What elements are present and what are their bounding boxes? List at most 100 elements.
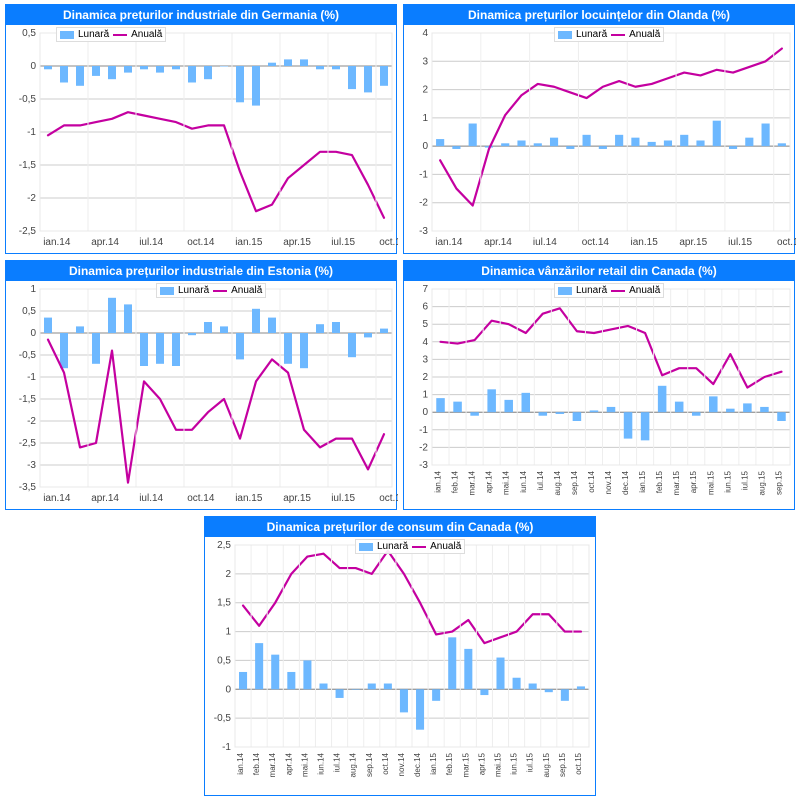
- legend: LunarăAnuală: [554, 27, 664, 42]
- svg-text:mar.14: mar.14: [468, 470, 477, 495]
- svg-text:iul.14: iul.14: [536, 470, 545, 490]
- svg-text:aug.14: aug.14: [553, 470, 562, 495]
- svg-text:4: 4: [422, 337, 428, 348]
- chart-c4: Dinamica vânzărilor retail din Canada (%…: [403, 260, 795, 510]
- legend-label-monthly: Lunară: [377, 541, 408, 552]
- svg-text:3: 3: [422, 354, 428, 365]
- svg-text:-2: -2: [27, 416, 36, 427]
- svg-text:iul.14: iul.14: [139, 237, 163, 248]
- svg-text:-1: -1: [222, 742, 231, 753]
- svg-text:ian.14: ian.14: [43, 493, 71, 504]
- svg-text:3: 3: [422, 56, 428, 67]
- svg-text:iul.15: iul.15: [740, 470, 749, 490]
- svg-text:0: 0: [225, 684, 231, 695]
- svg-text:apr.15: apr.15: [689, 470, 698, 493]
- svg-text:0,5: 0,5: [22, 28, 36, 39]
- svg-text:-0,5: -0,5: [19, 350, 37, 361]
- svg-text:oct.15: oct.15: [777, 237, 796, 248]
- chart-c3: Dinamica prețurilor industriale din Esto…: [5, 260, 397, 510]
- svg-text:-1,5: -1,5: [19, 160, 37, 171]
- chart-c2: Dinamica prețurilor locuințelor din Olan…: [403, 4, 795, 254]
- svg-text:ian.14: ian.14: [435, 237, 463, 248]
- svg-text:-1: -1: [27, 372, 36, 383]
- svg-text:0: 0: [422, 407, 428, 418]
- svg-text:-1: -1: [27, 127, 36, 138]
- svg-text:feb.15: feb.15: [655, 470, 664, 493]
- svg-text:mai.15: mai.15: [494, 752, 503, 777]
- legend-swatch-bar: [558, 287, 572, 295]
- svg-text:ian.14: ian.14: [434, 470, 443, 492]
- svg-text:-1: -1: [419, 169, 428, 180]
- svg-text:-2: -2: [419, 198, 428, 209]
- chart-title: Dinamica prețurilor de consum din Canada…: [205, 517, 595, 537]
- svg-text:1: 1: [422, 113, 428, 124]
- svg-text:5: 5: [422, 319, 428, 330]
- svg-text:apr.14: apr.14: [91, 493, 119, 504]
- svg-text:0,5: 0,5: [22, 306, 36, 317]
- svg-text:feb.14: feb.14: [451, 470, 460, 493]
- legend-label-monthly: Lunară: [576, 29, 607, 40]
- chart-svg: -3-2-101234567ian.14feb.14mar.14apr.14ma…: [404, 281, 796, 511]
- svg-text:ian.15: ian.15: [631, 237, 659, 248]
- svg-text:2,5: 2,5: [217, 540, 231, 551]
- svg-text:2: 2: [422, 372, 428, 383]
- svg-text:-3: -3: [419, 460, 428, 471]
- chart-title: Dinamica prețurilor locuințelor din Olan…: [404, 5, 794, 25]
- svg-text:apr.14: apr.14: [284, 752, 293, 775]
- svg-text:ian.14: ian.14: [43, 237, 71, 248]
- chart-c5: Dinamica prețurilor de consum din Canada…: [204, 516, 596, 796]
- svg-text:mai.15: mai.15: [706, 470, 715, 495]
- legend-swatch-line: [213, 290, 227, 292]
- svg-text:apr.15: apr.15: [477, 752, 486, 775]
- legend-label-monthly: Lunară: [178, 285, 209, 296]
- svg-text:-3: -3: [27, 460, 36, 471]
- svg-text:1: 1: [422, 390, 428, 401]
- svg-text:iun.15: iun.15: [723, 470, 732, 492]
- svg-text:-2,5: -2,5: [19, 226, 37, 237]
- svg-text:mar.14: mar.14: [268, 752, 277, 777]
- svg-text:apr.14: apr.14: [91, 237, 119, 248]
- svg-text:feb.15: feb.15: [445, 752, 454, 775]
- svg-text:iul.15: iul.15: [331, 237, 355, 248]
- svg-text:nov.14: nov.14: [397, 752, 406, 776]
- svg-text:dec.14: dec.14: [413, 752, 422, 777]
- legend-swatch-bar: [160, 287, 174, 295]
- svg-text:iul.15: iul.15: [728, 237, 752, 248]
- svg-text:-2,5: -2,5: [19, 438, 37, 449]
- svg-text:apr.15: apr.15: [679, 237, 707, 248]
- svg-text:-0,5: -0,5: [214, 713, 232, 724]
- svg-text:apr.15: apr.15: [283, 493, 311, 504]
- svg-text:mar.15: mar.15: [461, 752, 470, 777]
- chart-svg: -1-0,500,511,522,5ian.14feb.14mar.14apr.…: [205, 537, 597, 797]
- svg-text:oct.14: oct.14: [187, 237, 215, 248]
- svg-text:mar.15: mar.15: [672, 470, 681, 495]
- svg-text:iul.15: iul.15: [331, 493, 355, 504]
- svg-text:-1: -1: [419, 425, 428, 436]
- legend-label-annual: Anuală: [629, 285, 660, 296]
- svg-text:0,5: 0,5: [217, 655, 231, 666]
- svg-text:nov.14: nov.14: [604, 470, 613, 494]
- svg-text:ian.15: ian.15: [235, 493, 263, 504]
- chart-title: Dinamica prețurilor industriale din Esto…: [6, 261, 396, 281]
- legend-label-monthly: Lunară: [576, 285, 607, 296]
- svg-text:apr.14: apr.14: [484, 237, 512, 248]
- svg-text:-2: -2: [27, 193, 36, 204]
- svg-text:0: 0: [30, 328, 36, 339]
- svg-text:2: 2: [422, 85, 428, 96]
- svg-text:mai.14: mai.14: [502, 470, 511, 495]
- svg-text:6: 6: [422, 302, 428, 313]
- svg-text:-1,5: -1,5: [19, 394, 37, 405]
- svg-text:iun.15: iun.15: [510, 752, 519, 774]
- legend-label-annual: Anuală: [430, 541, 461, 552]
- chart-svg: -2,5-2-1,5-1-0,500,5ian.14apr.14iul.14oc…: [6, 25, 398, 255]
- svg-text:1: 1: [225, 627, 231, 638]
- svg-text:aug.15: aug.15: [757, 470, 766, 495]
- svg-text:oct.15: oct.15: [379, 237, 398, 248]
- svg-text:-3,5: -3,5: [19, 482, 37, 493]
- svg-text:oct.14: oct.14: [587, 470, 596, 492]
- legend-label-annual: Anuală: [231, 285, 262, 296]
- legend: LunarăAnuală: [56, 27, 166, 42]
- svg-text:iul.14: iul.14: [139, 493, 163, 504]
- legend-swatch-bar: [558, 31, 572, 39]
- svg-text:iul.14: iul.14: [533, 237, 557, 248]
